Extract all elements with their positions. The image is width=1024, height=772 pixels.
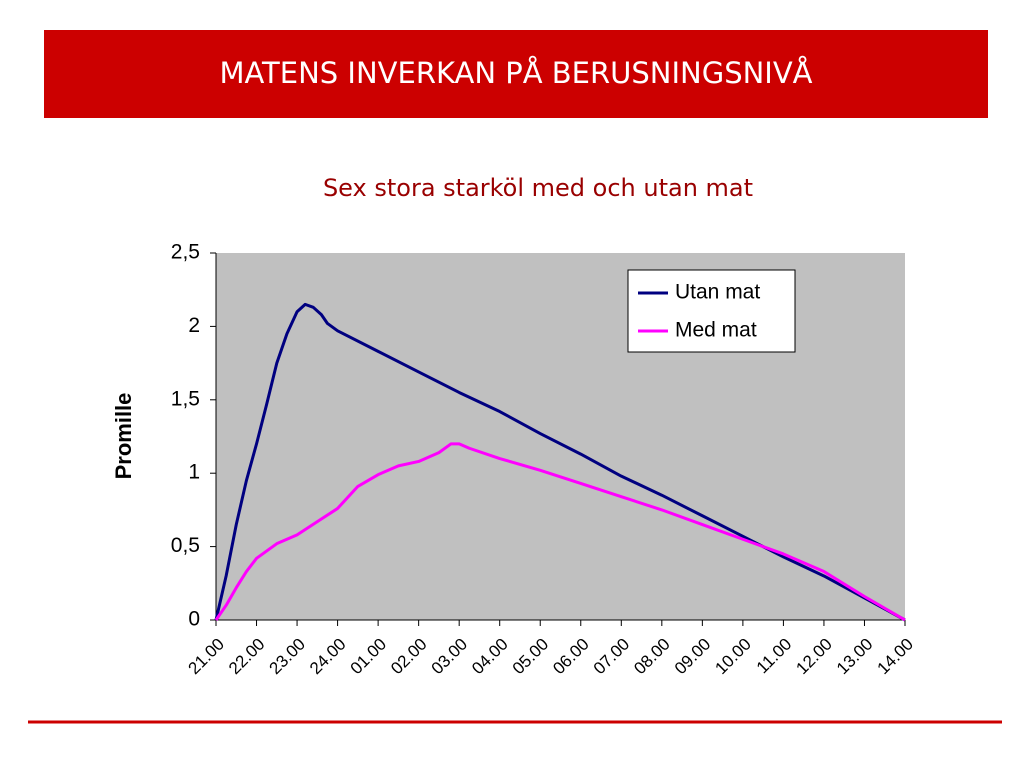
series-line [214, 442, 906, 622]
y-tick-label: 0,5 [171, 534, 200, 557]
x-tick-label: 12.00 [792, 635, 836, 679]
x-tick-label: 03.00 [428, 635, 472, 679]
x-tick-label: 11.00 [753, 635, 796, 678]
x-tick-label: 07.00 [590, 635, 634, 679]
y-tick-label: 2,5 [171, 241, 200, 264]
x-tick-label: 22.00 [225, 635, 269, 679]
y-tick-label: 1,5 [171, 387, 200, 410]
y-axis-label: Promille [111, 393, 136, 480]
x-tick-label: 06.00 [549, 635, 593, 679]
x-tick-label: 21.00 [184, 635, 228, 679]
x-tick-label: 08.00 [630, 635, 674, 679]
y-tick-label: 1 [188, 461, 200, 484]
x-tick-label: 24.00 [306, 635, 350, 679]
x-tick-label: 04.00 [468, 635, 512, 679]
x-tick-label: 13.00 [833, 635, 877, 679]
legend-label: Med mat [675, 319, 757, 342]
header-banner [44, 30, 988, 118]
x-tick-label: 05.00 [509, 635, 553, 679]
legend-box [627, 269, 796, 353]
x-tick-label: 10.00 [711, 635, 755, 679]
x-tick-label: 23.00 [266, 635, 310, 679]
y-tick-label: 0 [188, 608, 200, 631]
series-line [214, 302, 906, 622]
legend-label: Utan mat [675, 281, 760, 304]
x-tick-label: 02.00 [387, 635, 431, 679]
x-tick-label: 09.00 [671, 635, 715, 679]
header-title: MATENS INVERKAN PÅ BERUSNINGSNIVÅ [219, 56, 812, 90]
chart-title: Sex stora starköl med och utan mat [323, 174, 753, 202]
x-tick-label: 01.00 [347, 635, 391, 679]
x-tick-label: 14.00 [873, 635, 917, 679]
y-tick-label: 2 [188, 314, 200, 337]
